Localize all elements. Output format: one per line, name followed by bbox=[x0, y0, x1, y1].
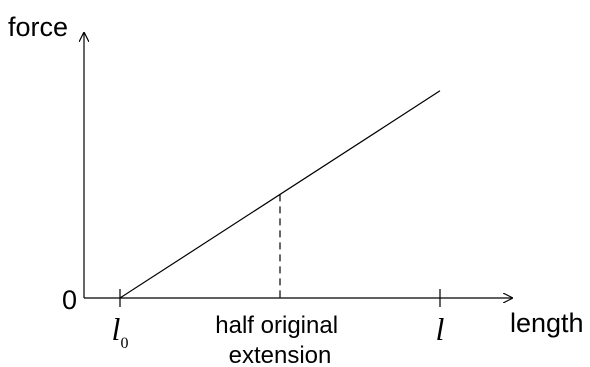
x-axis-label: length bbox=[510, 308, 584, 338]
tick-label-subscript: 0 bbox=[120, 335, 128, 352]
tick-label-main: l bbox=[112, 311, 121, 347]
x-tick-label-l: l bbox=[436, 311, 445, 347]
x-tick-label-l0: l0 bbox=[112, 311, 129, 352]
annotation-line-2: extension bbox=[229, 342, 332, 367]
half-extension-label: half original extension bbox=[215, 312, 344, 367]
annotation-line-1: half original bbox=[215, 312, 338, 339]
y-axis-label: force bbox=[8, 12, 68, 42]
origin-label: 0 bbox=[62, 285, 77, 315]
